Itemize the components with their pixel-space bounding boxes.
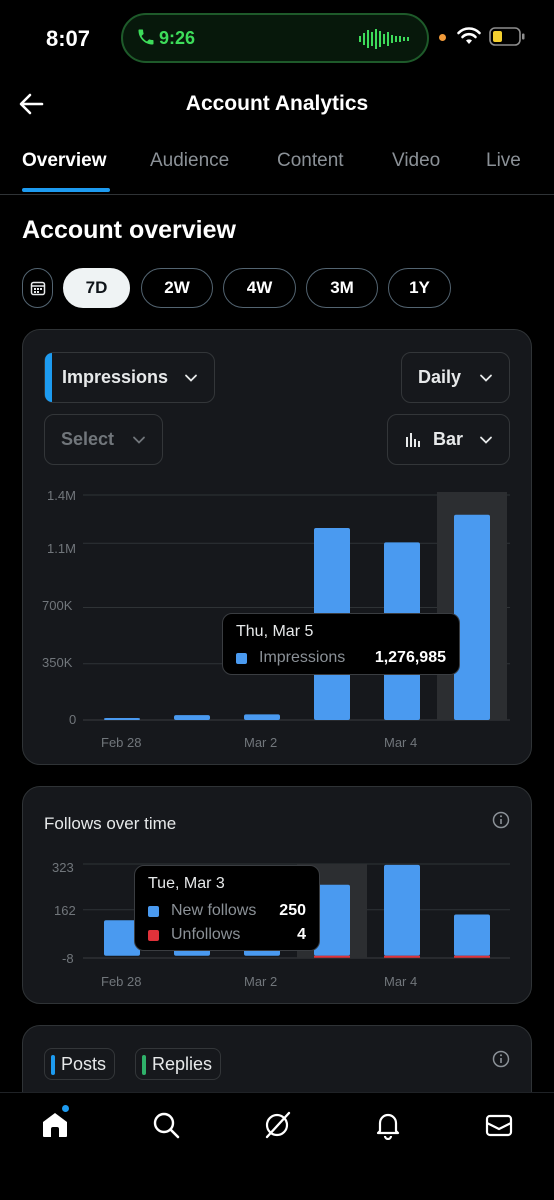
legend-swatch-new-follows: [148, 906, 159, 917]
chart-type-dropdown-label: Bar: [433, 429, 464, 449]
x-tick-label: Feb 28: [101, 735, 142, 750]
x-tick-label: Mar 2: [244, 735, 278, 750]
grok-icon[interactable]: [262, 1110, 292, 1140]
range-7d[interactable]: 7D: [63, 268, 130, 308]
unfollows-bar: [454, 955, 490, 958]
status-bar: 8:07 9:26: [0, 0, 554, 72]
legend-swatch: [236, 653, 247, 664]
y-tick-label: 323: [52, 860, 74, 875]
y-tick-label: 1.4M: [47, 488, 76, 503]
chevron-down-icon: [185, 374, 197, 382]
y-tick-label: 0: [69, 712, 77, 727]
new-follows-bar: [104, 920, 140, 956]
bar: [454, 514, 490, 720]
wifi-icon: [457, 27, 481, 44]
x-tick-label: Mar 2: [244, 974, 278, 989]
tab-overview[interactable]: Overview: [22, 150, 107, 171]
new-follows-bar: [314, 884, 350, 956]
bar: [244, 714, 280, 720]
follows-tooltip: Tue, Mar 3 New follows 250 Unfollows 4: [134, 865, 320, 951]
x-tick-label: Feb 28: [101, 974, 142, 989]
unfollows-bar: [384, 955, 420, 958]
privacy-indicator: [439, 34, 446, 41]
range-3m[interactable]: 3M: [306, 268, 378, 308]
chevron-down-icon: [480, 374, 492, 382]
y-tick-label: 700K: [42, 598, 73, 613]
search-icon[interactable]: [151, 1110, 181, 1140]
tab-video[interactable]: Video: [392, 150, 441, 171]
compare-dropdown-label: Select: [61, 429, 115, 449]
metric-dropdown[interactable]: Impressions: [44, 352, 215, 403]
phone-icon: [138, 29, 154, 45]
replies-color-indicator: [142, 1055, 146, 1075]
calendar-icon: [30, 281, 45, 296]
new-follows-bar: [384, 864, 420, 956]
y-tick-label: -8: [62, 951, 74, 966]
bell-icon[interactable]: [373, 1110, 403, 1140]
posts-color-indicator: [51, 1055, 55, 1075]
replies-chip-label: Replies: [152, 1053, 213, 1074]
tooltip-unfollows-value: 4: [297, 926, 306, 943]
info-icon[interactable]: [492, 811, 510, 829]
tooltip-new-follows-label: New follows: [171, 902, 257, 919]
bar: [104, 718, 140, 720]
date-picker-button[interactable]: [22, 268, 53, 308]
section-title: Account overview: [22, 216, 236, 244]
range-2w[interactable]: 2W: [141, 268, 213, 308]
tooltip-date: Tue, Mar 3: [148, 875, 225, 892]
chevron-down-icon: [133, 436, 145, 444]
y-tick-label: 350K: [42, 655, 73, 670]
tooltip-new-follows-value: 250: [279, 902, 306, 919]
call-duration: 9:26: [159, 28, 196, 48]
tab-live[interactable]: Live: [486, 150, 521, 171]
chart-type-dropdown[interactable]: Bar: [387, 414, 510, 465]
waveform-icon: [359, 29, 409, 49]
tab-content[interactable]: Content: [277, 150, 344, 171]
battery-icon: [489, 27, 525, 46]
metric-dropdown-label: Impressions: [62, 367, 169, 387]
status-time: 8:07: [46, 26, 91, 51]
x-tick-label: Mar 4: [384, 735, 418, 750]
bottom-nav: [0, 1092, 554, 1200]
tooltip-date: Thu, Mar 5: [236, 623, 314, 640]
bar: [174, 715, 210, 720]
home-icon[interactable]: [40, 1110, 70, 1140]
interval-dropdown[interactable]: Daily: [401, 352, 510, 403]
posts-chip[interactable]: Posts: [44, 1048, 115, 1080]
arrow-left-icon: [19, 93, 44, 115]
unfollows-bar: [314, 955, 350, 958]
tab-audience[interactable]: Audience: [150, 150, 230, 171]
chevron-down-icon: [480, 436, 492, 444]
active-tab-indicator: [22, 188, 110, 192]
active-call-pill[interactable]: 9:26: [121, 13, 429, 63]
x-tick-label: Mar 4: [384, 974, 418, 989]
back-button[interactable]: [16, 90, 46, 118]
card-title: Follows over time: [44, 814, 177, 833]
range-4w[interactable]: 4W: [223, 268, 296, 308]
replies-chip[interactable]: Replies: [135, 1048, 221, 1080]
notification-dot: [62, 1105, 69, 1112]
range-1y[interactable]: 1Y: [388, 268, 451, 308]
metric-color-indicator: [45, 353, 52, 402]
tooltip-series-label: Impressions: [259, 649, 346, 666]
impressions-chart[interactable]: [23, 330, 531, 764]
bar-chart-icon: [406, 432, 420, 447]
y-tick-label: 162: [54, 903, 76, 918]
new-follows-bar: [454, 914, 490, 956]
analytics-tabs: Overview Audience Content Video Live: [0, 146, 554, 195]
y-tick-label: 1.1M: [47, 541, 76, 556]
interval-dropdown-label: Daily: [418, 367, 462, 387]
mail-icon[interactable]: [484, 1110, 514, 1140]
compare-dropdown[interactable]: Select: [44, 414, 163, 465]
posts-chip-label: Posts: [61, 1053, 107, 1074]
info-icon[interactable]: [492, 1050, 510, 1068]
tooltip-value: 1,276,985: [374, 649, 446, 666]
impressions-card: Impressions Daily Select Bar 1.4M 1.1M 7…: [22, 329, 532, 765]
legend-swatch-unfollows: [148, 930, 159, 941]
tooltip-unfollows-label: Unfollows: [171, 926, 241, 943]
impressions-tooltip: Thu, Mar 5 Impressions 1,276,985: [222, 613, 460, 675]
page-title: Account Analytics: [185, 92, 369, 115]
follows-card: Follows over time 323 162 -8 Feb 28 Mar …: [22, 786, 532, 1004]
